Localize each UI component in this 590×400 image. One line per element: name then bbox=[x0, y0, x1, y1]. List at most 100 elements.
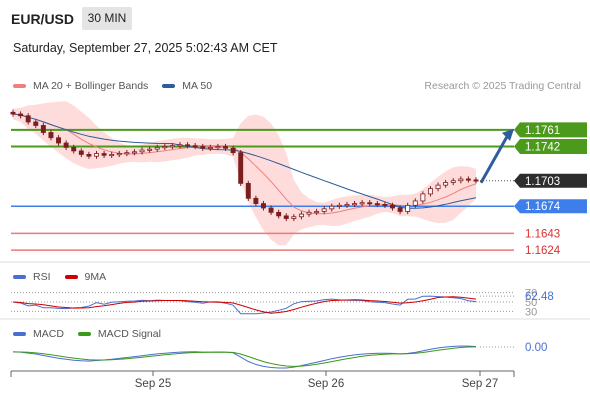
candle-body bbox=[56, 137, 62, 144]
candle-body bbox=[109, 154, 115, 157]
bollinger-band-layer bbox=[13, 101, 476, 246]
legend-item-rsi: RSI bbox=[13, 271, 51, 283]
candle-body bbox=[352, 203, 358, 206]
x-axis-label: Sep 25 bbox=[135, 378, 171, 390]
legend-label-macd: MACD bbox=[33, 328, 64, 340]
price-label-box-resistance bbox=[514, 139, 587, 155]
legend-swatch-macd-signal bbox=[77, 332, 91, 336]
candle-body bbox=[18, 113, 24, 117]
candle-body bbox=[223, 146, 228, 149]
legend-label-macd-signal: MACD Signal bbox=[97, 328, 161, 340]
x-axis-label: Sep 26 bbox=[308, 378, 344, 390]
candle-body bbox=[40, 125, 46, 133]
candle-body bbox=[268, 207, 274, 213]
candle-body bbox=[139, 149, 145, 153]
candle-body bbox=[283, 215, 289, 219]
legend-item-ma50: MA 50 bbox=[162, 80, 212, 92]
candle-body bbox=[382, 204, 388, 207]
price-label-resistance: 1.1761 bbox=[525, 125, 560, 137]
candle-body bbox=[116, 153, 122, 156]
forecast-arrow-layer bbox=[479, 128, 514, 184]
candle-body bbox=[329, 205, 335, 210]
candle-body bbox=[154, 146, 160, 150]
candle-body bbox=[359, 202, 365, 205]
candle-body bbox=[177, 144, 183, 147]
bollinger-band bbox=[13, 101, 476, 246]
candle-body bbox=[405, 204, 411, 212]
candle-body bbox=[147, 148, 153, 151]
chart-datetime: Saturday, September 27, 2025 5:02:43 AM … bbox=[13, 41, 278, 55]
candle-body bbox=[443, 182, 449, 186]
rsi-tick-label: 50 bbox=[525, 297, 537, 309]
candle-body bbox=[344, 204, 350, 207]
timeframe-badge[interactable]: 30 MIN bbox=[82, 7, 132, 30]
price-label-resistance: 1.1742 bbox=[525, 142, 560, 154]
candle-body bbox=[321, 208, 327, 212]
legend-label-rsi: RSI bbox=[33, 271, 51, 283]
candle-body bbox=[473, 179, 479, 182]
legend-label-ma20: MA 20 + Bollinger Bands bbox=[33, 80, 149, 92]
macd-value-label: 0.00 bbox=[525, 342, 547, 354]
candle-body bbox=[63, 142, 69, 148]
rsi-line bbox=[12, 295, 477, 315]
candle-body bbox=[215, 146, 221, 149]
price-label-box-current bbox=[514, 173, 587, 188]
macd-legend: MACD MACD Signal bbox=[13, 328, 175, 340]
candle-body bbox=[458, 178, 464, 182]
rsi-value-label: 62.48 bbox=[525, 291, 554, 303]
rsi-legend: RSI 9MA bbox=[13, 271, 120, 283]
candle-body bbox=[367, 202, 373, 205]
legend-item-macd-signal: MACD Signal bbox=[77, 328, 161, 340]
candle-body bbox=[427, 188, 433, 195]
rsi-tick-label: 70 bbox=[525, 288, 537, 300]
candle-body bbox=[78, 150, 84, 155]
legend-swatch-ma20 bbox=[13, 84, 26, 88]
candle-body bbox=[450, 180, 456, 183]
rsi-tick-label: 30 bbox=[525, 306, 537, 318]
candle-body bbox=[192, 145, 198, 148]
candle-body bbox=[185, 144, 191, 147]
candle-body bbox=[25, 115, 31, 123]
candle-body bbox=[33, 121, 39, 126]
symbol-title: EUR/USD bbox=[11, 11, 75, 27]
forecast-arrow-shaft bbox=[479, 134, 510, 184]
price-label-support: 1.1624 bbox=[525, 245, 561, 257]
legend-swatch-macd bbox=[13, 332, 26, 336]
macd-line bbox=[12, 345, 477, 369]
price-label-pivot: 1.1674 bbox=[525, 201, 561, 213]
moving-average-layer bbox=[12, 113, 477, 215]
candle-body bbox=[412, 200, 418, 206]
legend-item-ma20: MA 20 + Bollinger Bands bbox=[13, 80, 148, 92]
candle-body bbox=[48, 132, 54, 139]
candle-body bbox=[71, 146, 77, 152]
candle-body bbox=[94, 153, 99, 157]
legend-swatch-rsi bbox=[13, 275, 26, 279]
legend-label-9ma: 9MA bbox=[84, 271, 107, 283]
research-credit: Research © 2025 Trading Central bbox=[424, 80, 581, 92]
ma50-line bbox=[12, 113, 477, 209]
price-label-current: 1.1703 bbox=[525, 176, 560, 188]
price-labels-layer: 1.1761 1.1742 1.1703 1.1674 1.1643 1.1624 bbox=[480, 122, 587, 257]
candle-body bbox=[10, 111, 16, 115]
legend-swatch-ma50 bbox=[162, 84, 176, 88]
candle-body bbox=[230, 147, 236, 154]
price-label-support: 1.1643 bbox=[525, 228, 560, 240]
candle-body bbox=[131, 151, 137, 154]
candle-body bbox=[124, 152, 130, 155]
candle-body bbox=[238, 152, 244, 184]
candle-body bbox=[101, 153, 107, 156]
candle-body bbox=[420, 193, 426, 202]
candle-body bbox=[276, 211, 282, 217]
candle-body bbox=[435, 184, 441, 190]
candle-body bbox=[86, 154, 92, 157]
candle-body bbox=[374, 203, 380, 206]
candle-body bbox=[390, 204, 395, 209]
candle-body bbox=[169, 145, 175, 148]
candle-body bbox=[162, 146, 168, 149]
candle-body bbox=[298, 213, 304, 218]
legend-label-ma50: MA 50 bbox=[182, 80, 213, 92]
macd-signal-line bbox=[12, 346, 477, 367]
candle-body bbox=[306, 211, 312, 215]
